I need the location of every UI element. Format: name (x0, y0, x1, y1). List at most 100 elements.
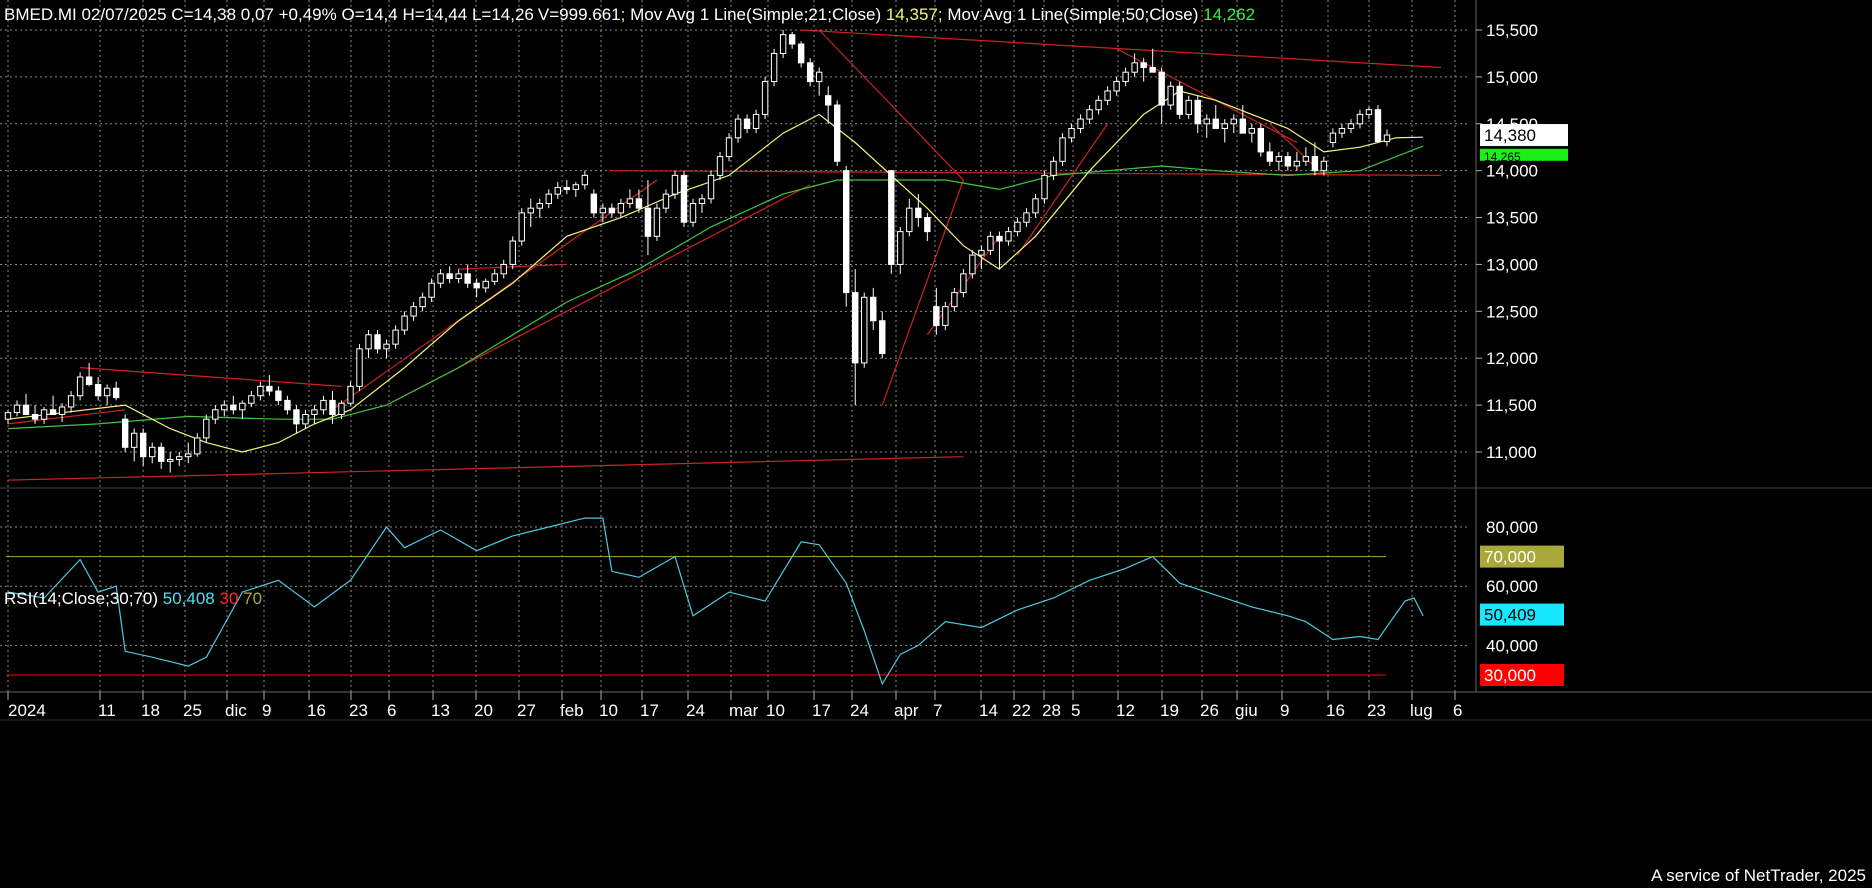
ma50-label: Mov Avg 1 Line(Simple;50;Close) (947, 5, 1199, 24)
candle-body (897, 231, 904, 265)
time-tick-label: 26 (1200, 701, 1219, 720)
candle-body (40, 409, 48, 420)
candle-body (347, 385, 354, 404)
rsi-label: RSI(14;Close;30;70) (4, 589, 159, 608)
candle-body (374, 334, 381, 350)
time-tick-label: 24 (850, 701, 869, 720)
rsi-lower-level: 30 (219, 589, 239, 608)
change-pct-label: +0,49% (278, 5, 337, 24)
candle-body (1167, 85, 1174, 106)
time-tick-label: 13 (431, 701, 450, 720)
last-price-badge: 14,380 (1484, 126, 1536, 145)
candle-body (1005, 231, 1012, 242)
time-tick-label: 19 (1160, 701, 1179, 720)
candle-body (1383, 134, 1391, 143)
time-tick-label: 14 (979, 701, 998, 720)
candle-body (1347, 123, 1355, 129)
candle-body (1221, 123, 1228, 129)
candle-body (103, 387, 111, 397)
candle-body (473, 282, 480, 289)
candle-body (356, 348, 363, 387)
candle-body (1203, 118, 1210, 125)
candle-body (1149, 67, 1156, 73)
candle-body (85, 376, 93, 385)
candle-body (653, 207, 661, 237)
candle-body (870, 296, 877, 322)
high-label: H=14,44 (402, 5, 468, 24)
candle-body (1248, 127, 1256, 134)
candle-body (365, 334, 372, 350)
candle-body (1095, 99, 1102, 111)
candle-body (22, 404, 30, 415)
candle-body (428, 282, 435, 298)
trendline (801, 29, 1442, 69)
candle-body (671, 174, 679, 195)
time-tick-label: dic (225, 701, 247, 720)
candle-body (806, 62, 814, 83)
candle-body (843, 170, 850, 294)
price-tick-label: 13,000 (1486, 255, 1538, 274)
candle-body (680, 174, 688, 223)
candle-body (176, 456, 183, 461)
candle-body (915, 207, 922, 219)
candle-body (149, 446, 156, 458)
candle-body (13, 404, 21, 414)
candle-body (248, 395, 255, 404)
candle-body (49, 409, 57, 415)
time-tick-label: 2024 (8, 701, 46, 720)
candle-body (1059, 137, 1066, 162)
time-tick-label: 6 (1453, 701, 1462, 720)
candle-body (392, 329, 399, 345)
candle-body (689, 202, 697, 223)
time-tick-label: 9 (262, 701, 271, 720)
candle-body (1140, 62, 1147, 69)
rsi-70-badge-box (1480, 545, 1564, 568)
candle-body (1014, 221, 1021, 233)
candle-body (112, 387, 120, 399)
candle-body (888, 170, 895, 265)
candle-body (644, 207, 652, 237)
change-label: 0,07 (240, 5, 274, 24)
candle-body (221, 404, 228, 411)
candle-body (1329, 132, 1337, 144)
candle-body (761, 81, 769, 115)
candle-body (815, 71, 823, 83)
candle-body (410, 306, 417, 317)
rsi-upper-level: 70 (243, 589, 263, 608)
ma21-value: 14,357 (885, 5, 938, 24)
candle-body (1185, 99, 1192, 115)
candle-body (437, 273, 444, 284)
candle-body (329, 399, 336, 415)
candle-body (1086, 109, 1093, 120)
candle-body (1266, 151, 1274, 162)
candle-body (401, 315, 408, 331)
ma21-line (7, 90, 1424, 453)
candle-body (1194, 99, 1201, 125)
candle-body (302, 413, 309, 425)
candle-body (67, 395, 75, 408)
candle-body (1176, 85, 1183, 115)
price-tick-label: 11,500 (1486, 396, 1537, 415)
candle-body (320, 399, 327, 411)
candle-body (608, 207, 616, 214)
ticker-label: BMED.MI (4, 5, 77, 24)
price-tick-label: 14,000 (1486, 162, 1538, 181)
ma50-price-badge-box (1480, 148, 1568, 161)
candle-body (130, 432, 138, 448)
time-tick-label: 28 (1042, 701, 1061, 720)
candle-body (987, 235, 994, 251)
candle-body (824, 95, 832, 106)
candle-body (311, 409, 318, 415)
header-separator: ; (620, 5, 626, 24)
time-tick-label: 24 (686, 701, 705, 720)
rsi-header: RSI(14;Close;30;70) 50,408 30 70 (4, 589, 262, 609)
candle-body (1212, 118, 1219, 129)
candle-body (770, 52, 778, 83)
candle-body (1257, 127, 1265, 153)
candle-body (266, 385, 273, 392)
candle-body (455, 273, 462, 280)
ma50-value: 14,262 (1203, 5, 1256, 24)
candle-body (509, 240, 516, 265)
time-tick-label: 12 (1116, 701, 1135, 720)
